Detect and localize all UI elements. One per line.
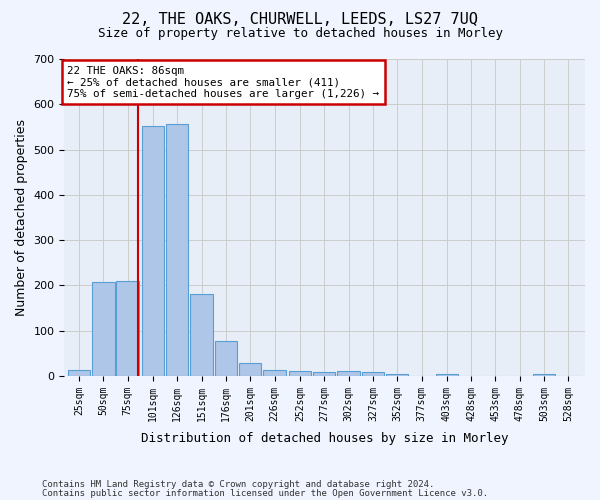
Bar	[142, 126, 164, 376]
Bar	[337, 372, 360, 376]
Bar	[239, 363, 262, 376]
Bar	[436, 374, 458, 376]
Text: Contains public sector information licensed under the Open Government Licence v3: Contains public sector information licen…	[42, 489, 488, 498]
Bar	[362, 372, 384, 376]
Text: 22 THE OAKS: 86sqm
← 25% of detached houses are smaller (411)
75% of semi-detach: 22 THE OAKS: 86sqm ← 25% of detached hou…	[67, 66, 379, 99]
Y-axis label: Number of detached properties: Number of detached properties	[15, 119, 28, 316]
Bar	[263, 370, 286, 376]
Text: Size of property relative to detached houses in Morley: Size of property relative to detached ho…	[97, 28, 503, 40]
Bar	[116, 281, 139, 376]
Text: 22, THE OAKS, CHURWELL, LEEDS, LS27 7UQ: 22, THE OAKS, CHURWELL, LEEDS, LS27 7UQ	[122, 12, 478, 28]
Bar	[289, 372, 311, 376]
Bar	[92, 282, 115, 376]
Bar	[215, 340, 237, 376]
X-axis label: Distribution of detached houses by size in Morley: Distribution of detached houses by size …	[141, 432, 508, 445]
Bar	[533, 374, 556, 376]
Bar	[386, 374, 409, 376]
Bar	[313, 372, 335, 376]
Bar	[166, 124, 188, 376]
Text: Contains HM Land Registry data © Crown copyright and database right 2024.: Contains HM Land Registry data © Crown c…	[42, 480, 434, 489]
Bar	[190, 294, 213, 376]
Bar	[68, 370, 90, 376]
